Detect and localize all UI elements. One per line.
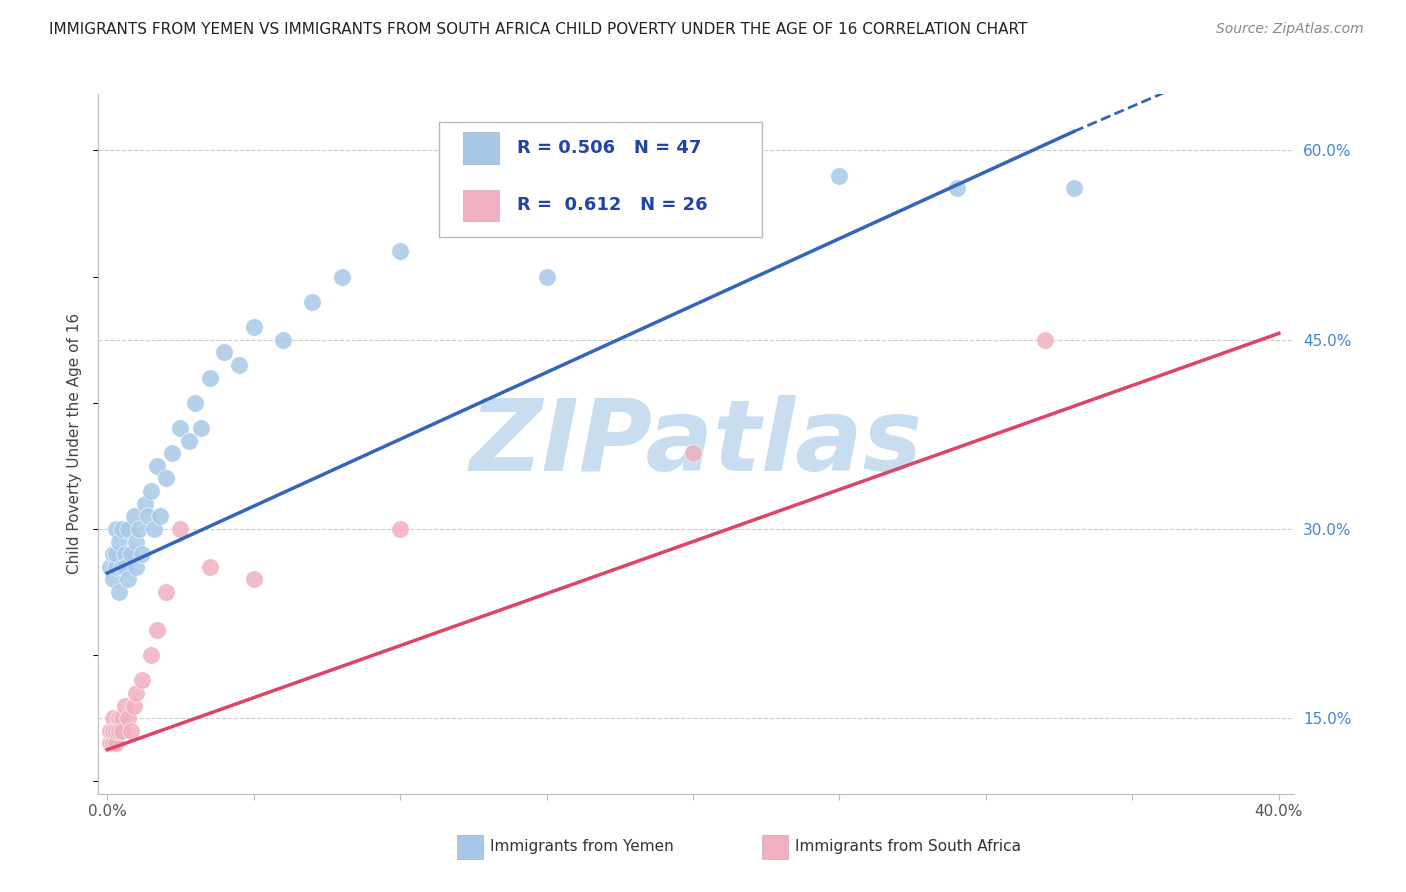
- Point: [1063, 181, 1085, 195]
- Point: [101, 711, 124, 725]
- Point: [1033, 333, 1056, 347]
- Text: IMMIGRANTS FROM YEMEN VS IMMIGRANTS FROM SOUTH AFRICA CHILD POVERTY UNDER THE AG: IMMIGRANTS FROM YEMEN VS IMMIGRANTS FROM…: [49, 22, 1028, 37]
- Point: [108, 723, 131, 738]
- Bar: [463, 132, 499, 163]
- Point: [111, 711, 134, 725]
- Point: [198, 559, 221, 574]
- Text: R =  0.612   N = 26: R = 0.612 N = 26: [517, 196, 707, 214]
- Point: [125, 686, 148, 700]
- Point: [125, 534, 148, 549]
- Point: [143, 522, 166, 536]
- Point: [101, 547, 124, 561]
- Point: [741, 169, 763, 183]
- Point: [828, 169, 851, 183]
- Point: [945, 181, 967, 195]
- Point: [120, 723, 142, 738]
- Point: [141, 484, 163, 499]
- Point: [128, 522, 150, 536]
- Point: [114, 698, 136, 713]
- Point: [101, 736, 124, 750]
- Point: [125, 559, 148, 574]
- Point: [160, 446, 183, 460]
- Point: [131, 547, 153, 561]
- Point: [120, 547, 142, 561]
- Point: [111, 522, 134, 536]
- Text: R = 0.506   N = 47: R = 0.506 N = 47: [517, 139, 702, 157]
- Text: Source: ZipAtlas.com: Source: ZipAtlas.com: [1216, 22, 1364, 37]
- Y-axis label: Child Poverty Under the Age of 16: Child Poverty Under the Age of 16: [67, 313, 83, 574]
- Point: [214, 345, 236, 359]
- Point: [117, 522, 139, 536]
- Point: [136, 509, 159, 524]
- Point: [146, 458, 169, 473]
- Point: [389, 244, 412, 259]
- Point: [101, 573, 124, 587]
- Point: [141, 648, 163, 662]
- Point: [242, 320, 264, 334]
- Point: [536, 269, 558, 284]
- Point: [98, 723, 121, 738]
- Point: [682, 446, 704, 460]
- Point: [155, 471, 177, 485]
- Point: [389, 522, 412, 536]
- Point: [149, 509, 172, 524]
- Point: [169, 421, 191, 435]
- Point: [98, 559, 121, 574]
- Point: [155, 585, 177, 599]
- Point: [198, 370, 221, 384]
- Text: Immigrants from Yemen: Immigrants from Yemen: [491, 838, 673, 854]
- Point: [652, 206, 675, 220]
- Point: [228, 358, 250, 372]
- Point: [108, 585, 131, 599]
- Point: [111, 559, 134, 574]
- Bar: [457, 835, 484, 859]
- FancyBboxPatch shape: [439, 121, 762, 237]
- Bar: [762, 835, 787, 859]
- Bar: [463, 190, 499, 221]
- Point: [190, 421, 212, 435]
- Point: [122, 698, 145, 713]
- Point: [184, 396, 207, 410]
- Point: [111, 723, 134, 738]
- Point: [114, 559, 136, 574]
- Point: [117, 711, 139, 725]
- Point: [122, 509, 145, 524]
- Point: [301, 294, 323, 309]
- Point: [330, 269, 353, 284]
- Point: [131, 673, 153, 688]
- Point: [447, 206, 470, 220]
- Point: [114, 547, 136, 561]
- Point: [108, 711, 131, 725]
- Point: [105, 736, 127, 750]
- Point: [169, 522, 191, 536]
- Point: [271, 333, 294, 347]
- Point: [242, 573, 264, 587]
- Point: [101, 723, 124, 738]
- Point: [117, 573, 139, 587]
- Text: Immigrants from South Africa: Immigrants from South Africa: [796, 838, 1021, 854]
- Point: [179, 434, 201, 448]
- Point: [134, 497, 156, 511]
- Text: ZIPatlas: ZIPatlas: [470, 395, 922, 492]
- Point: [105, 723, 127, 738]
- Point: [146, 623, 169, 637]
- Point: [105, 522, 127, 536]
- Point: [105, 559, 127, 574]
- Point: [105, 547, 127, 561]
- Point: [108, 534, 131, 549]
- Point: [98, 736, 121, 750]
